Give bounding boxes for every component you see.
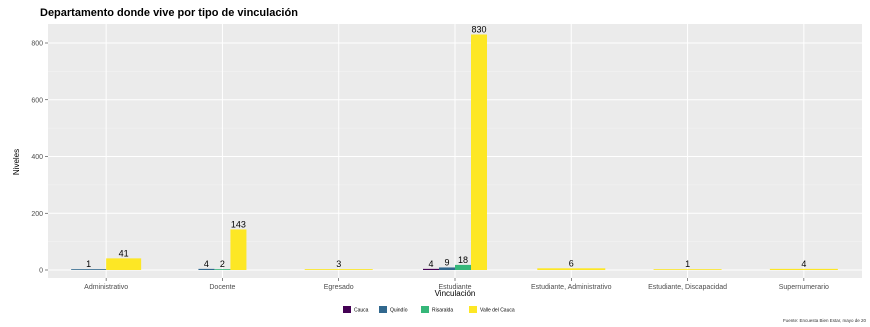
- bar: [423, 268, 439, 270]
- bar: [304, 269, 373, 270]
- data-label: 9: [444, 257, 449, 267]
- x-tick-label: Estudiante, Administrativo: [531, 284, 612, 291]
- y-tick-label: 0: [39, 268, 43, 275]
- data-label: 1: [685, 259, 690, 269]
- data-label: 143: [231, 219, 246, 229]
- data-label: 6: [569, 258, 574, 268]
- bar: [455, 264, 471, 270]
- legend-label: Risaralda: [432, 308, 453, 314]
- bar: [537, 268, 606, 270]
- x-tick-label: Supernumerario: [779, 284, 829, 291]
- chart-title: Departamento donde vive por tipo de vinc…: [40, 7, 298, 19]
- y-tick-label: 200: [31, 211, 43, 218]
- bar: [71, 269, 107, 270]
- data-label: 41: [119, 248, 129, 258]
- bar: [230, 229, 247, 270]
- bar: [471, 34, 487, 270]
- y-tick-label: 600: [31, 97, 43, 104]
- x-tick-label: Estudiante: [438, 284, 471, 291]
- x-axis-title: Vinculación: [435, 289, 476, 298]
- legend-label: Valle del Cauca: [480, 308, 515, 314]
- grid-lines: [48, 24, 862, 278]
- legend-swatch: [343, 306, 351, 313]
- x-tick-label: Estudiante, Discapacidad: [648, 284, 727, 291]
- caption: Fuente: Encuesta Bien Estar, mayo de 20: [783, 318, 867, 323]
- legend-label: Cauca: [354, 308, 369, 314]
- bar: [769, 268, 838, 270]
- legend-swatch: [379, 306, 387, 313]
- data-label: 2: [220, 259, 225, 269]
- data-label: 18: [458, 255, 468, 265]
- data-labels: 1 41 4 2 143 3 4 9 18 830 6 1 4: [86, 24, 806, 269]
- x-axis: Administrativo Docente Egresado Estudiante E…: [84, 278, 829, 291]
- bar: [653, 269, 722, 270]
- x-tick-label: Egresado: [324, 284, 354, 291]
- data-label: 4: [801, 259, 806, 269]
- data-label: 830: [471, 24, 486, 34]
- bar: [106, 258, 142, 270]
- y-axis: 0 200 400 600 800: [31, 41, 48, 275]
- data-label: 4: [428, 259, 433, 269]
- legend: Cauca Quindío Risaralda Valle del Cauca: [343, 306, 515, 314]
- bar: [198, 268, 215, 270]
- x-tick-label: Administrativo: [84, 284, 128, 291]
- data-label: 3: [336, 259, 341, 269]
- legend-swatch: [469, 306, 477, 313]
- bar: [214, 269, 231, 270]
- y-tick-label: 400: [31, 154, 43, 161]
- x-tick-label: Docente: [209, 284, 235, 291]
- legend-swatch: [421, 306, 429, 313]
- y-tick-label: 800: [31, 41, 43, 48]
- data-label: 4: [204, 259, 209, 269]
- data-label: 1: [86, 259, 91, 269]
- legend-label: Quindío: [390, 308, 408, 314]
- bars: [71, 34, 838, 270]
- bar: [439, 267, 455, 270]
- y-axis-title: Niveles: [12, 149, 21, 175]
